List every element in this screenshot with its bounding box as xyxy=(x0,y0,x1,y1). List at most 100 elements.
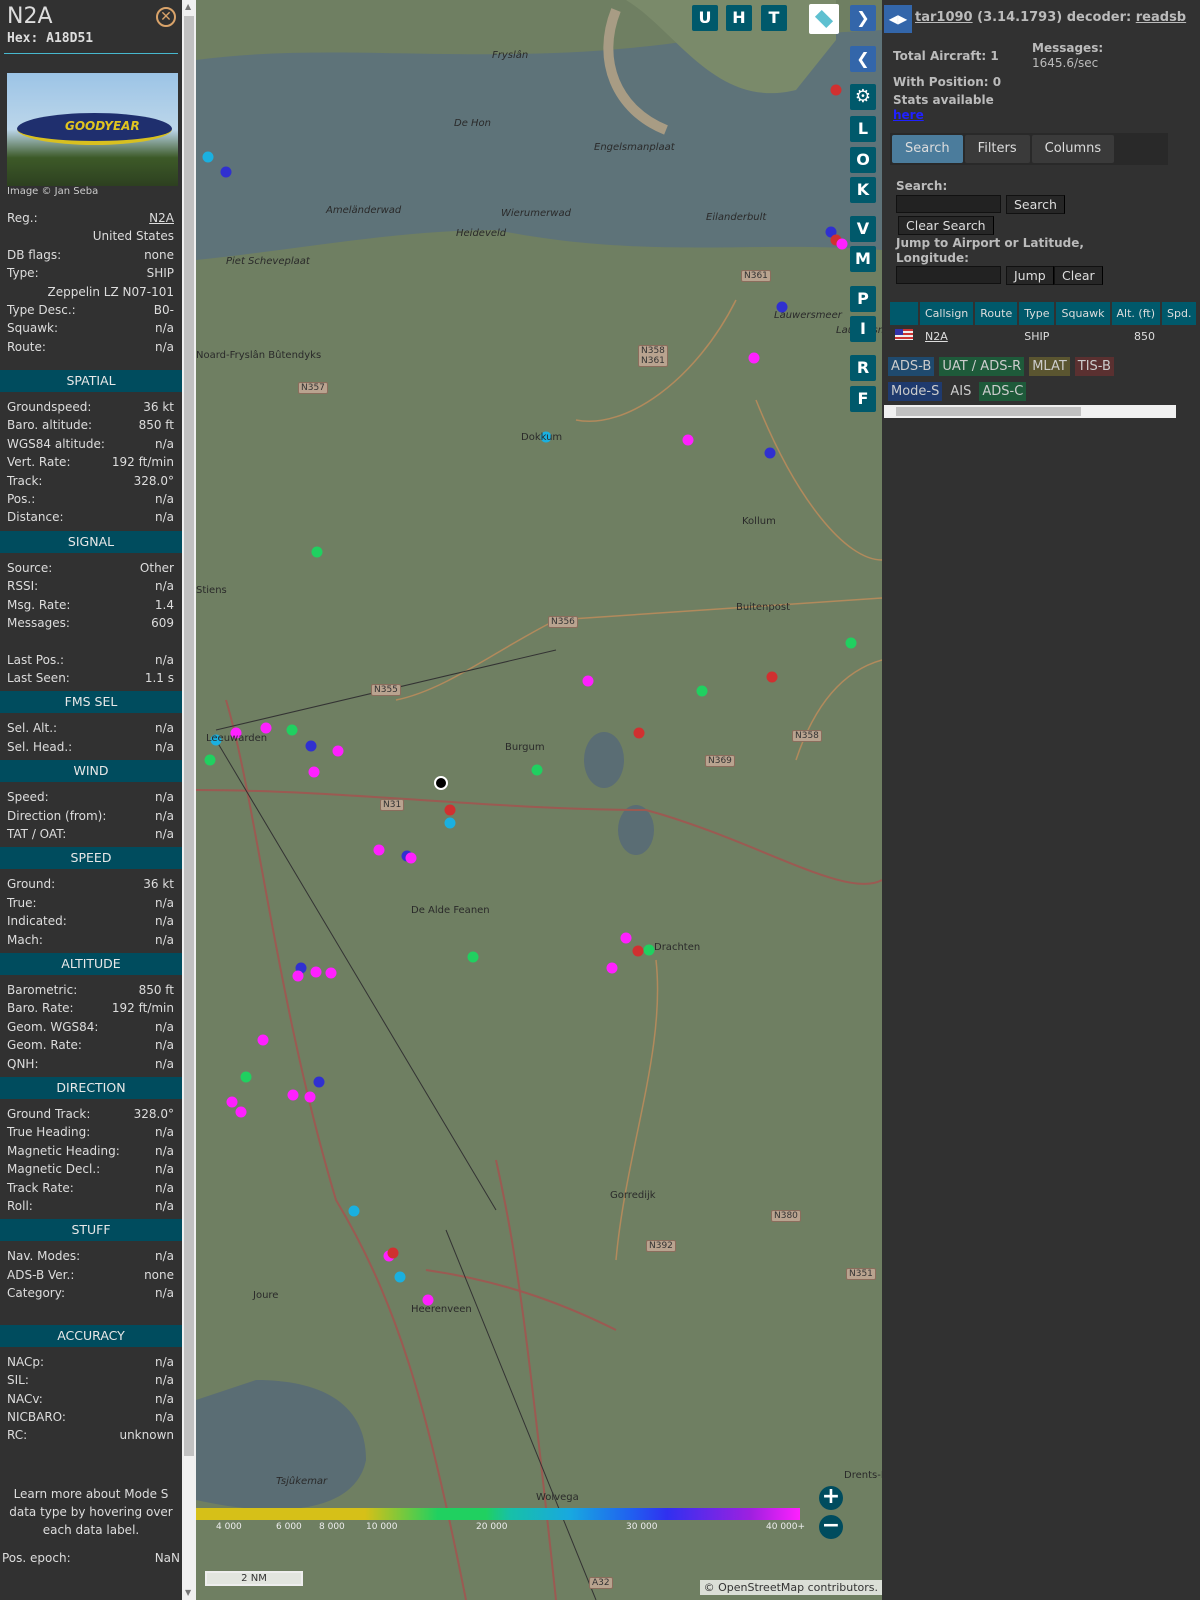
decoder-link[interactable]: readsb xyxy=(1135,10,1187,25)
map[interactable]: Fryslân De Hon Engelsmanplaat Ameländerwad W… xyxy=(196,0,882,1600)
aircraft-marker[interactable] xyxy=(260,722,272,734)
aircraft-marker[interactable] xyxy=(373,844,385,856)
map-button-l[interactable]: L xyxy=(850,116,876,142)
aircraft-marker[interactable] xyxy=(308,766,320,778)
aircraft-marker[interactable] xyxy=(776,301,788,313)
toggle-sidebar-icon[interactable]: ◀▶ xyxy=(884,5,912,33)
map-button-k[interactable]: K xyxy=(850,177,876,203)
layers-icon[interactable] xyxy=(809,4,839,34)
aircraft-marker[interactable] xyxy=(310,966,322,978)
aircraft-marker[interactable] xyxy=(305,740,317,752)
aircraft-marker[interactable] xyxy=(394,1271,406,1283)
row-value[interactable]: N2A xyxy=(149,211,174,225)
aircraft-marker[interactable] xyxy=(682,434,694,446)
aircraft-marker[interactable] xyxy=(696,685,708,697)
aircraft-marker[interactable] xyxy=(606,962,618,974)
panel-scrollbar[interactable]: ▲ ▼ xyxy=(182,0,196,1600)
aircraft-marker[interactable] xyxy=(240,1071,252,1083)
photo-logo-text: GOODYEAR xyxy=(65,119,140,133)
column-header[interactable]: Alt. (ft) xyxy=(1111,302,1160,325)
table-row[interactable]: N2A SHIP 850 xyxy=(890,325,1196,347)
app-link[interactable]: tar1090 xyxy=(915,10,973,25)
aircraft-marker[interactable] xyxy=(836,238,848,250)
aircraft-marker[interactable] xyxy=(235,1106,247,1118)
aircraft-marker[interactable] xyxy=(444,817,456,829)
detail-row: RSSI: n/a xyxy=(0,577,182,595)
aircraft-marker[interactable] xyxy=(845,637,857,649)
aircraft-marker[interactable] xyxy=(226,1096,238,1108)
aircraft-marker[interactable] xyxy=(830,84,842,96)
search-button[interactable]: Search xyxy=(1006,195,1065,214)
aircraft-marker[interactable] xyxy=(313,1076,325,1088)
column-header[interactable] xyxy=(890,302,918,325)
aircraft-marker[interactable] xyxy=(202,151,214,163)
map-button-o[interactable]: O xyxy=(850,147,876,173)
aircraft-marker[interactable] xyxy=(766,671,778,683)
row-label: Type Desc.: xyxy=(7,302,76,317)
aircraft-marker[interactable] xyxy=(304,1091,316,1103)
map-button-m[interactable]: M xyxy=(850,246,876,272)
close-icon[interactable]: ✕ xyxy=(156,7,176,27)
map-button-v[interactable]: V xyxy=(850,216,876,242)
aircraft-marker[interactable] xyxy=(332,745,344,757)
map-button-p[interactable]: P xyxy=(850,286,876,312)
detail-row: Sel. Head.: n/a xyxy=(0,738,182,756)
aircraft-marker[interactable] xyxy=(387,1247,399,1259)
aircraft-marker[interactable] xyxy=(230,727,242,739)
aircraft-marker[interactable] xyxy=(348,1205,360,1217)
column-header[interactable]: Route xyxy=(975,302,1018,325)
aircraft-marker[interactable] xyxy=(405,852,417,864)
aircraft-marker[interactable] xyxy=(748,352,760,364)
zoom-in-button[interactable]: + xyxy=(819,1486,843,1510)
aircraft-marker[interactable] xyxy=(620,932,632,944)
stats-link[interactable]: here xyxy=(893,108,924,122)
aircraft-marker[interactable] xyxy=(287,1089,299,1101)
aircraft-marker[interactable] xyxy=(286,724,298,736)
aircraft-marker[interactable] xyxy=(540,431,552,443)
aircraft-marker[interactable] xyxy=(257,1034,269,1046)
zoom-out-button[interactable]: − xyxy=(819,1515,843,1539)
clear-search-button[interactable]: Clear Search xyxy=(898,216,994,235)
map-button-h[interactable]: H xyxy=(726,5,752,31)
legend-tick: 6 000 xyxy=(276,1522,302,1532)
type-cell: SHIP xyxy=(1024,329,1050,343)
column-header[interactable]: Squawk xyxy=(1056,302,1110,325)
expand-right-icon[interactable]: ❯ xyxy=(850,5,876,31)
table-horizontal-scrollbar[interactable] xyxy=(884,405,1176,418)
tab-filters[interactable]: Filters xyxy=(964,135,1030,163)
aircraft-marker[interactable] xyxy=(210,734,222,746)
aircraft-marker[interactable] xyxy=(422,1294,434,1306)
jump-button[interactable]: Jump xyxy=(1006,266,1054,285)
collapse-left-icon[interactable]: ❮ xyxy=(850,46,876,72)
aircraft-marker[interactable] xyxy=(467,951,479,963)
aircraft-marker[interactable] xyxy=(632,945,644,957)
aircraft-marker[interactable] xyxy=(292,970,304,982)
aircraft-marker[interactable] xyxy=(204,754,216,766)
aircraft-marker[interactable] xyxy=(764,447,776,459)
settings-gear-icon[interactable]: ⚙ xyxy=(850,84,876,110)
search-input[interactable] xyxy=(896,195,1001,213)
aircraft-marker[interactable] xyxy=(531,764,543,776)
aircraft-marker[interactable] xyxy=(633,727,645,739)
map-button-t[interactable]: T xyxy=(761,5,787,31)
aircraft-marker[interactable] xyxy=(325,967,337,979)
column-header[interactable]: Type xyxy=(1019,302,1055,325)
callsign-cell[interactable]: N2A xyxy=(925,329,948,343)
column-header[interactable]: Spd. xyxy=(1162,302,1197,325)
aircraft-marker[interactable] xyxy=(582,675,594,687)
aircraft-marker[interactable] xyxy=(444,804,456,816)
tab-search[interactable]: Search xyxy=(892,135,963,163)
aircraft-photo[interactable]: GOODYEAR xyxy=(7,73,178,186)
aircraft-marker[interactable] xyxy=(825,226,837,238)
map-button-r[interactable]: R xyxy=(850,355,876,381)
map-button-f[interactable]: F xyxy=(850,386,876,412)
map-button-i[interactable]: I xyxy=(850,316,876,342)
tab-columns[interactable]: Columns xyxy=(1031,135,1115,163)
aircraft-marker[interactable] xyxy=(643,944,655,956)
aircraft-marker[interactable] xyxy=(220,166,232,178)
aircraft-marker[interactable] xyxy=(311,546,323,558)
column-header[interactable]: Callsign xyxy=(920,302,974,325)
clear-button[interactable]: Clear xyxy=(1054,266,1103,285)
jump-input[interactable] xyxy=(896,266,1001,284)
map-button-u[interactable]: U xyxy=(692,5,718,31)
